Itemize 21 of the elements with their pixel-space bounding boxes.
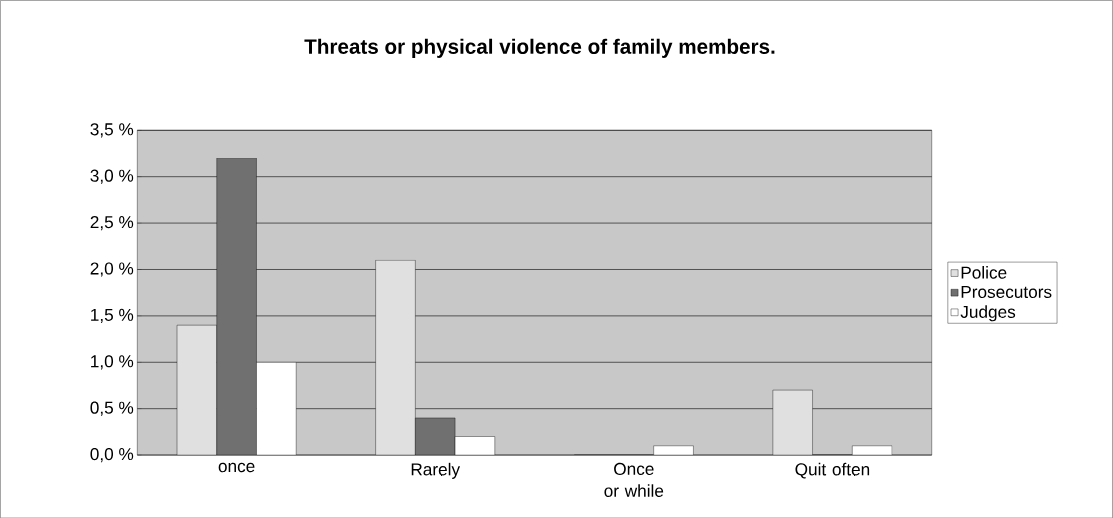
bar bbox=[415, 417, 456, 455]
chart-title: Threats or physical violence of family members. bbox=[304, 38, 775, 58]
x-tick-label: once bbox=[218, 462, 255, 473]
y-tick-label: 1,5 % bbox=[91, 308, 134, 323]
y-tick-label: 3,5 % bbox=[90, 123, 134, 138]
y-tick-label: 1,0 % bbox=[91, 354, 134, 370]
y-tick-label: 0,0 % bbox=[90, 447, 134, 462]
x-tick-label: Quit often bbox=[795, 462, 870, 479]
bar bbox=[176, 324, 217, 455]
legend-label: Police bbox=[961, 265, 1007, 279]
y-tick-label: 2,0 % bbox=[90, 262, 134, 277]
x-tick-label: Once or while bbox=[604, 462, 664, 497]
x-tick-label: Rarely bbox=[411, 462, 461, 479]
legend-label: Judges bbox=[960, 305, 1016, 322]
y-tick-label: 3,0 % bbox=[90, 169, 134, 184]
bar bbox=[772, 389, 813, 455]
y-tick-label: 2,5 % bbox=[90, 215, 134, 230]
bar bbox=[216, 157, 257, 455]
legend-label: Prosecutors bbox=[961, 285, 1052, 298]
y-tick-label: 0,5 % bbox=[90, 401, 134, 416]
bar bbox=[375, 259, 416, 455]
